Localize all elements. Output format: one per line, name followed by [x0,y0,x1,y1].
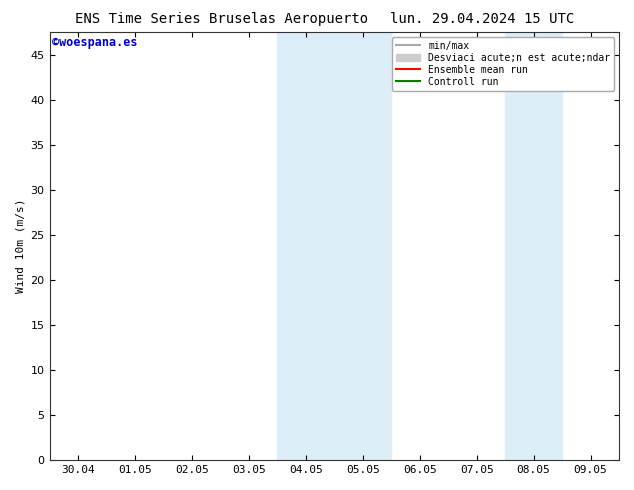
Text: ©woespana.es: ©woespana.es [53,36,138,49]
Legend: min/max, Desviaci acute;n est acute;ndar, Ensemble mean run, Controll run: min/max, Desviaci acute;n est acute;ndar… [392,37,614,91]
Text: ENS Time Series Bruselas Aeropuerto: ENS Time Series Bruselas Aeropuerto [75,12,368,26]
Bar [334,32,391,460]
Text: lun. 29.04.2024 15 UTC: lun. 29.04.2024 15 UTC [390,12,574,26]
Bar [277,32,334,460]
Y-axis label: Wind 10m (m/s): Wind 10m (m/s) [15,199,25,294]
Bar [505,32,562,460]
